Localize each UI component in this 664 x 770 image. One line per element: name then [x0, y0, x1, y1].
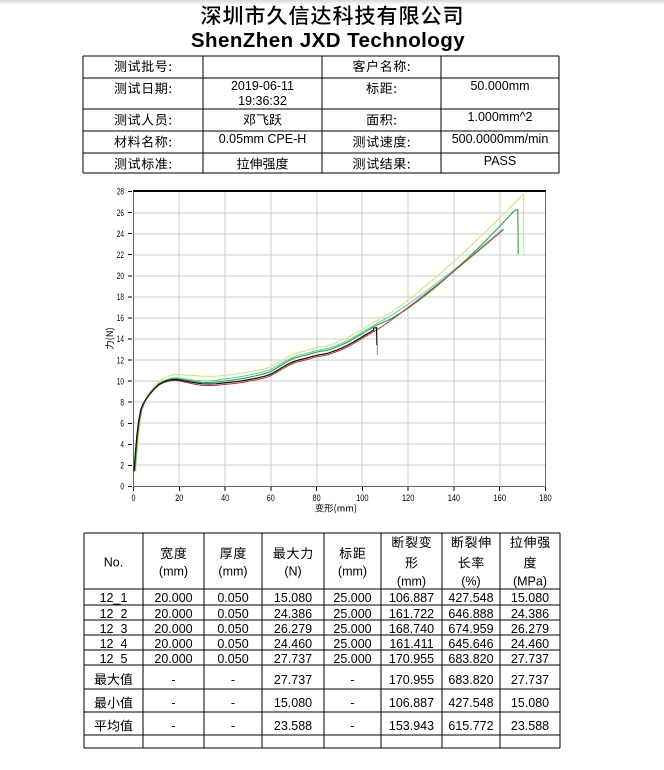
svg-text:28: 28 — [117, 187, 124, 198]
svg-text:120: 120 — [402, 493, 415, 504]
svg-text:18: 18 — [117, 292, 124, 303]
svg-text:6: 6 — [120, 419, 124, 430]
svg-text:100: 100 — [356, 493, 369, 504]
svg-text:14: 14 — [117, 334, 124, 345]
svg-text:20: 20 — [175, 493, 183, 504]
svg-text:(mm): (mm) — [397, 575, 426, 589]
svg-text:20: 20 — [117, 271, 124, 282]
svg-text:24: 24 — [117, 229, 124, 240]
svg-text:16: 16 — [117, 313, 124, 324]
svg-text:12: 12 — [117, 355, 124, 366]
svg-text:(mm): (mm) — [218, 565, 247, 579]
svg-text:160: 160 — [494, 493, 507, 504]
svg-text:0: 0 — [132, 493, 136, 504]
svg-text:(mm): (mm) — [159, 565, 188, 579]
svg-text:2: 2 — [120, 461, 124, 472]
svg-text:8: 8 — [120, 397, 124, 408]
svg-text:22: 22 — [117, 250, 124, 261]
svg-text:180: 180 — [539, 493, 552, 504]
svg-text:10: 10 — [117, 376, 124, 387]
svg-text:(N): (N) — [284, 565, 301, 579]
svg-text:No.: No. — [104, 556, 123, 570]
svg-text:80: 80 — [313, 493, 321, 504]
svg-text:140: 140 — [448, 493, 461, 504]
svg-text:(mm): (mm) — [338, 565, 367, 579]
svg-text:60: 60 — [267, 493, 275, 504]
svg-text:26: 26 — [117, 208, 124, 219]
svg-text:4: 4 — [120, 440, 124, 451]
svg-text:0: 0 — [120, 482, 124, 493]
svg-text:(%): (%) — [461, 575, 480, 589]
svg-text:40: 40 — [221, 493, 229, 504]
svg-text:(MPa): (MPa) — [513, 575, 547, 589]
